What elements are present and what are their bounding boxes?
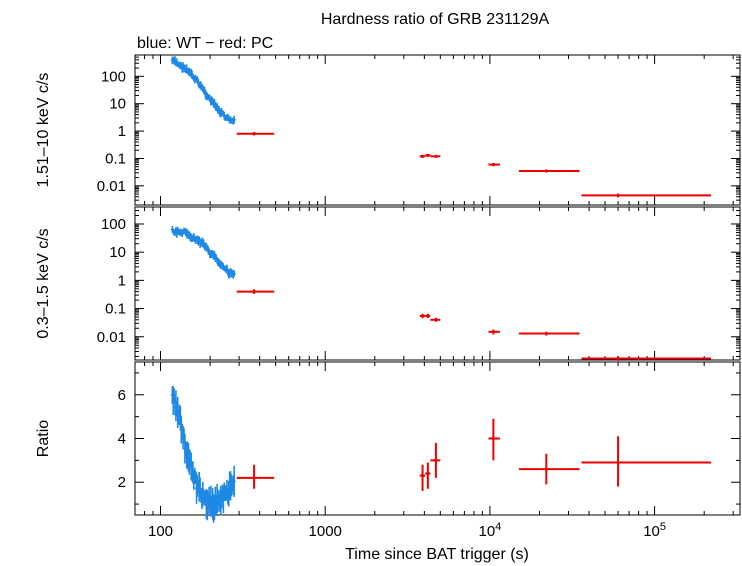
y-tick-label: 6 <box>118 387 126 404</box>
pc-data-point <box>544 331 548 336</box>
y-tick-label: 100 <box>101 216 126 233</box>
x-tick-exponent: 5 <box>660 521 666 533</box>
panel-soft: 100 10 1 0.1 0.01 0.3–1.5 keV c/s <box>35 206 741 361</box>
pc-data-point <box>434 458 438 462</box>
y-tick-label: 0.1 <box>105 150 126 167</box>
y-tick-label: 0.01 <box>97 329 126 346</box>
pc-data-point <box>491 330 495 334</box>
y-axis-label: Ratio <box>35 420 52 457</box>
y-tick-label: 10 <box>109 244 126 261</box>
y-tick-label: 0.1 <box>105 301 126 318</box>
pc-data-point <box>252 132 256 136</box>
x-tick-label: 105 <box>643 521 666 540</box>
pc-data-point <box>252 289 256 294</box>
pc-data-point <box>544 467 548 471</box>
x-axis-label: Time since BAT trigger (s) <box>345 546 529 563</box>
pc-data-point <box>426 153 430 157</box>
y-tick-label: 10 <box>109 96 126 113</box>
y-tick-label: 4 <box>118 431 126 448</box>
pc-data-point <box>434 154 438 158</box>
chart-title: Hardness ratio of GRB 231129A <box>321 11 550 28</box>
panel-frame <box>134 54 741 206</box>
pc-data-point <box>434 318 438 322</box>
y-axis-label: 1.51–10 keV c/s <box>35 73 52 188</box>
pc-data-point <box>616 356 620 361</box>
panel-hard: 100 10 1 0.1 0.01 1.51–10 keV c/s <box>35 54 741 206</box>
pc-data-point <box>491 436 495 441</box>
y-tick-label: 1 <box>118 272 126 289</box>
y-tick-label: 0.01 <box>97 178 126 195</box>
chart-subtitle: blue: WT − red: PC <box>137 35 273 52</box>
panel-frame <box>134 206 741 361</box>
pc-data-point <box>420 314 425 318</box>
y-tick-label: 1 <box>118 123 126 140</box>
pc-data-point <box>616 193 620 197</box>
pc-data-point <box>544 169 548 173</box>
pc-data-point <box>616 460 620 465</box>
pc-data-point <box>426 471 430 476</box>
x-tick-label: 100 <box>148 523 173 540</box>
x-tick-exponent: 4 <box>495 521 501 533</box>
pc-data-point <box>420 474 425 478</box>
pc-data-point <box>426 314 430 318</box>
x-tick-label: 104 <box>478 521 501 540</box>
x-tick-label: 1000 <box>309 523 342 540</box>
y-tick-label: 2 <box>118 474 126 491</box>
y-tick-label: 100 <box>101 68 126 85</box>
panel-ratio: 2 4 6 Ratio 100 1000 104 105 Time since BAT trig… <box>35 361 741 563</box>
pc-data-point <box>252 476 256 480</box>
pc-data-point <box>491 162 495 167</box>
pc-data-point <box>420 154 425 158</box>
y-axis-label: 0.3–1.5 keV c/s <box>35 228 52 338</box>
